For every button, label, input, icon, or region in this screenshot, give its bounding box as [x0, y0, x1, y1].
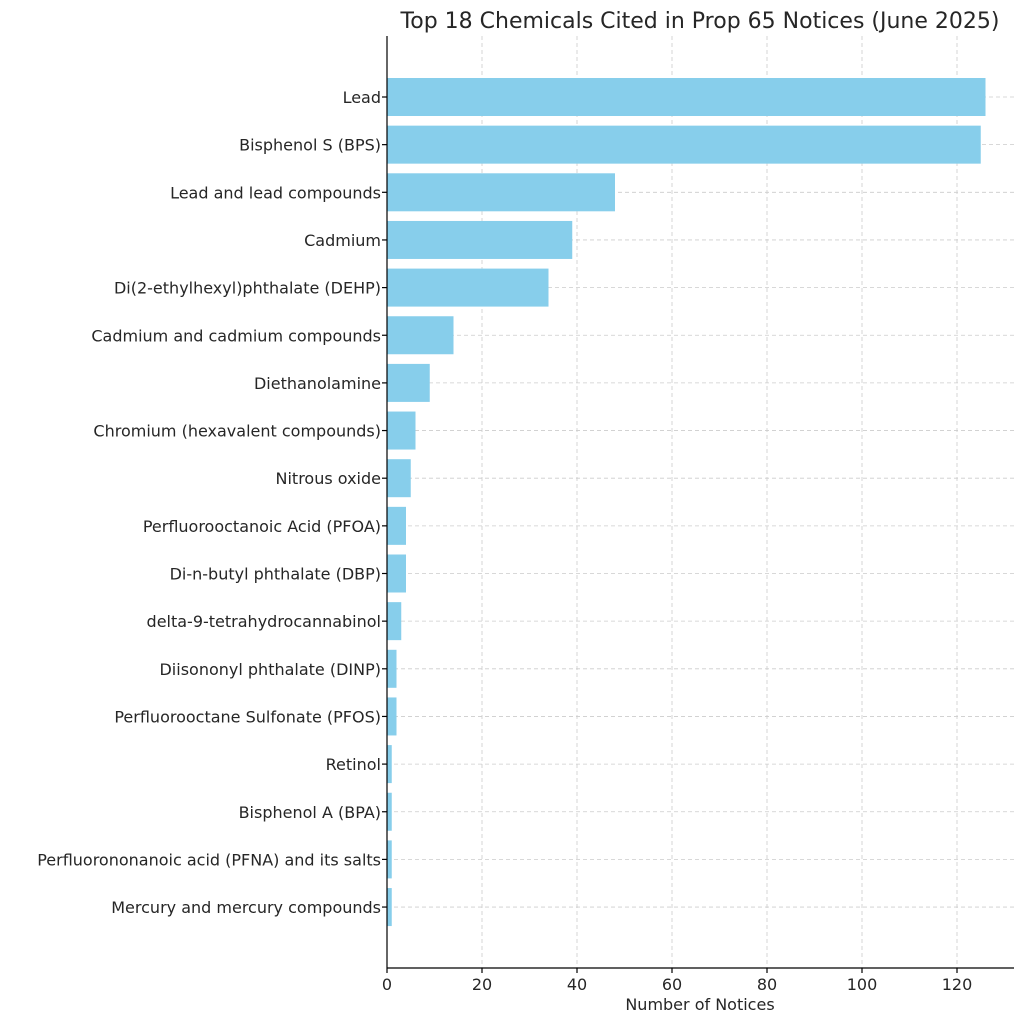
x-tick-labels: 0 20 40 60 80 100 120 — [382, 968, 972, 994]
bar — [387, 316, 454, 355]
category-label: Perfluorononanoic acid (PFNA) and its sa… — [37, 850, 381, 869]
bar — [387, 792, 392, 831]
x-tick-label: 100 — [847, 975, 878, 994]
category-label: Lead and lead compounds — [170, 183, 381, 202]
bar — [387, 173, 615, 212]
category-label: Diisononyl phthalate (DINP) — [159, 660, 381, 679]
bar — [387, 602, 402, 641]
category-label: Lead — [343, 88, 381, 107]
category-label: Mercury and mercury compounds — [111, 898, 381, 917]
bar — [387, 459, 411, 498]
bar — [387, 506, 406, 545]
category-label: Cadmium and cadmium compounds — [91, 326, 381, 345]
bar — [387, 268, 549, 307]
category-label: Diethanolamine — [254, 374, 381, 393]
chart-title: Top 18 Chemicals Cited in Prop 65 Notice… — [400, 9, 1000, 34]
bar — [387, 649, 397, 688]
x-tick-label: 60 — [662, 975, 682, 994]
category-labels: Lead Bisphenol S (BPS) Lead and lead compo… — [37, 88, 387, 917]
bar — [387, 363, 430, 402]
x-tick-label: 0 — [382, 975, 392, 994]
x-tick-label: 120 — [942, 975, 973, 994]
bar — [387, 125, 981, 164]
category-label: Di-n-butyl phthalate (DBP) — [170, 565, 381, 584]
category-label: Perfluorooctanoic Acid (PFOA) — [143, 517, 381, 536]
category-label: Retinol — [326, 755, 381, 774]
category-label: Di(2-ethylhexyl)phthalate (DEHP) — [114, 279, 381, 298]
x-axis-label: Number of Notices — [625, 995, 774, 1014]
bars — [387, 78, 986, 927]
category-label: Bisphenol S (BPS) — [239, 136, 381, 155]
category-label: Chromium (hexavalent compounds) — [93, 422, 381, 441]
x-tick-label: 20 — [472, 975, 492, 994]
bar — [387, 745, 392, 784]
category-label: delta-9-tetrahydrocannabinol — [147, 612, 381, 631]
bar — [387, 411, 416, 450]
x-tick-label: 80 — [757, 975, 777, 994]
category-label: Perfluorooctane Sulfonate (PFOS) — [114, 707, 381, 726]
bar — [387, 220, 573, 259]
bar — [387, 554, 406, 593]
bar — [387, 78, 986, 116]
bar — [387, 697, 397, 736]
x-tick-label: 40 — [567, 975, 587, 994]
category-label: Nitrous oxide — [276, 469, 381, 488]
bar — [387, 888, 392, 927]
category-label: Cadmium — [304, 231, 381, 250]
bar — [387, 840, 392, 879]
category-label: Bisphenol A (BPA) — [239, 803, 381, 822]
